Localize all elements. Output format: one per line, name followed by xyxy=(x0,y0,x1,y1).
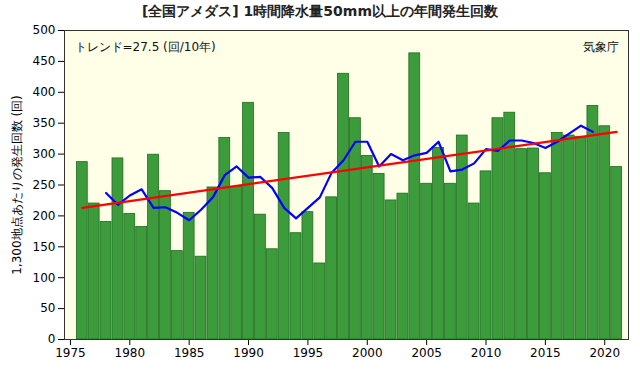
svg-text:2005: 2005 xyxy=(411,346,442,360)
svg-text:150: 150 xyxy=(33,240,56,254)
svg-text:1,300地点あたりの発生回数 (回): 1,300地点あたりの発生回数 (回) xyxy=(10,95,24,275)
svg-text:1995: 1995 xyxy=(293,346,324,360)
svg-text:気象庁: 気象庁 xyxy=(583,40,619,54)
svg-text:2015: 2015 xyxy=(530,346,561,360)
svg-text:2000: 2000 xyxy=(352,346,383,360)
svg-text:0: 0 xyxy=(48,332,56,346)
svg-text:2020: 2020 xyxy=(589,346,620,360)
svg-text:50: 50 xyxy=(40,301,55,315)
svg-text:1985: 1985 xyxy=(174,346,205,360)
svg-text:200: 200 xyxy=(33,209,56,223)
svg-text:100: 100 xyxy=(33,271,56,285)
svg-text:トレンド=27.5 (回/10年): トレンド=27.5 (回/10年) xyxy=(75,40,216,54)
svg-text:1990: 1990 xyxy=(233,346,264,360)
svg-text:1975: 1975 xyxy=(55,346,86,360)
svg-text:1980: 1980 xyxy=(115,346,146,360)
svg-text:500: 500 xyxy=(33,23,56,37)
svg-text:450: 450 xyxy=(33,54,56,68)
svg-text:400: 400 xyxy=(33,85,56,99)
html-text:[全国アメダス] 1時間降水量50mm以上の年間発生回数: [全国アメダス] 1時間降水量50mm以上の年間発生回数 xyxy=(142,3,498,19)
svg-text:2010: 2010 xyxy=(471,346,502,360)
svg-text:350: 350 xyxy=(33,116,56,130)
svg-text:300: 300 xyxy=(33,147,56,161)
svg-text:250: 250 xyxy=(33,178,56,192)
